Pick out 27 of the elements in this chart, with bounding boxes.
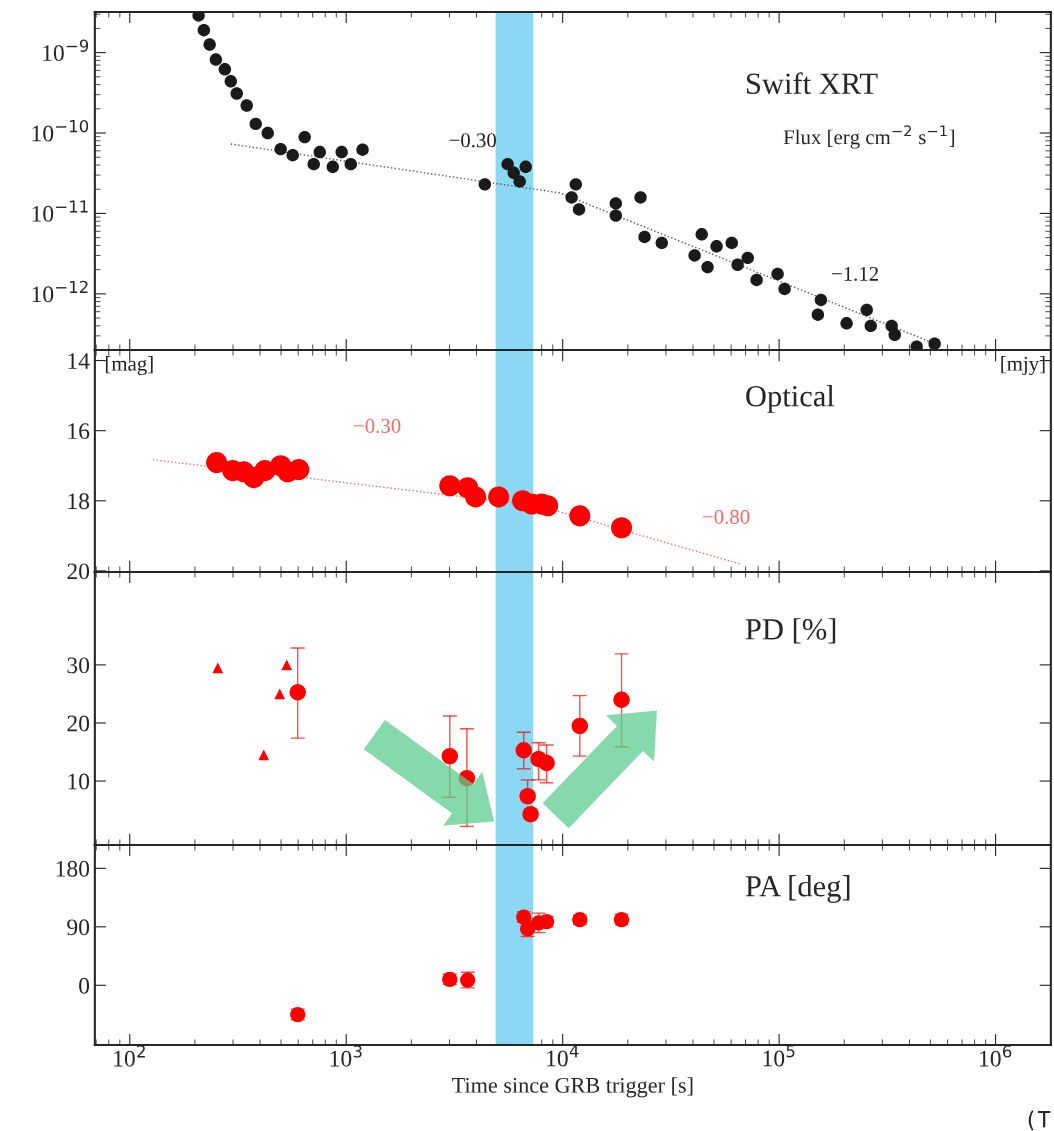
- text: Swift XRT: [746, 72, 878, 95]
- y-tick-label: 10$^{−11}$: [32, 200, 88, 222]
- annotation: −0.30: [449, 133, 496, 148]
- y-tick-label: 10: [68, 773, 90, 790]
- y-tick-label: 10$^{−10}$: [32, 119, 89, 142]
- y-tick-label: 20: [67, 563, 90, 580]
- annotation: −0.30: [354, 418, 401, 434]
- text: PA [deg]: [745, 875, 850, 903]
- y-tick-label: 30: [67, 657, 90, 674]
- text: (T: [1028, 1110, 1051, 1131]
- y-tick-label: 20: [67, 715, 90, 732]
- y-tick-label: 16: [68, 423, 90, 440]
- annotation: [mjy]: [1001, 356, 1045, 376]
- y-tick-label: 14: [68, 353, 90, 369]
- text: Flux [erg cm$^{−2}$ s$^{−1}$]: [783, 125, 955, 149]
- text: PD [%]: [745, 618, 836, 644]
- x-axis-title: Time since GRB trigger [s]: [452, 1077, 693, 1098]
- y-tick-label: 180: [56, 860, 90, 877]
- annotation: −1.12: [832, 266, 879, 281]
- annotation: −0.80: [702, 509, 750, 524]
- y-tick-label: 18: [68, 493, 90, 510]
- y-tick-label: 90: [67, 919, 90, 936]
- y-tick-label: 10$^{−12}$: [32, 280, 88, 303]
- y-tick-label: 0: [79, 977, 90, 994]
- y-tick-label: 10$^{−9}$: [43, 39, 89, 62]
- text: Optical: [746, 385, 835, 413]
- annotation: [mag]: [105, 356, 153, 376]
